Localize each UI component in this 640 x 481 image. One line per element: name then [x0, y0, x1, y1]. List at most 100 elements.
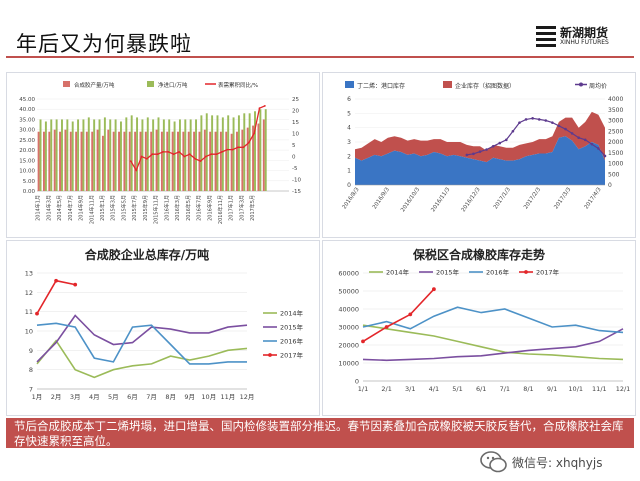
wechat-id: 微信号: xhqhyjs — [512, 456, 603, 470]
bar-production — [37, 131, 40, 191]
point-demand-yoy — [242, 146, 245, 149]
point-weekly-price — [478, 150, 482, 153]
bar-production — [193, 131, 196, 191]
point-demand-yoy — [221, 151, 223, 153]
point-weekly-price — [544, 119, 548, 122]
bar-net-import — [205, 113, 208, 191]
point-demand-yoy — [146, 157, 148, 160]
bar-production — [59, 131, 62, 191]
x-tick-label: 2014年9月 — [78, 195, 85, 221]
x-tick-label: 2014年3月 — [45, 195, 52, 221]
x-tick-label: 2017/3/3 — [553, 186, 572, 210]
x-tick-label: 10/1 — [568, 385, 583, 393]
bar-net-import — [227, 115, 230, 191]
bar-net-import — [39, 119, 42, 191]
point-weekly-price — [590, 142, 594, 146]
bar-production — [177, 131, 179, 191]
point-weekly-price — [505, 138, 508, 142]
x-tick-label: 2015年5月 — [120, 195, 127, 221]
bonded-inventory-chart: 保税区合成橡胶库存走势 60000 50000 40000 30000 20000 1000… — [338, 247, 630, 393]
y-tick-label-left: 5.00 — [23, 179, 36, 185]
point-series — [432, 287, 436, 292]
point-weekly-price — [564, 127, 567, 131]
bar-production — [171, 131, 174, 191]
summary-text: 节后合成胶成本丁二烯坍塌，进口增量、国内检修装置部分推迟。春节因素叠加合成橡胶被… — [14, 419, 624, 448]
bar-production — [134, 131, 137, 191]
y-tick-label-left: 35.00 — [19, 117, 35, 123]
bar-net-import — [93, 119, 96, 191]
point-demand-yoy — [258, 107, 261, 110]
point-demand-yoy — [135, 169, 138, 172]
x-tick-label: 7月 — [146, 393, 157, 401]
bar-production — [252, 125, 255, 191]
y-tick-label: 60000 — [338, 270, 359, 278]
bar-production — [160, 131, 163, 191]
bar-production — [43, 131, 45, 191]
legend-label: 企业库存（招图数据） — [455, 82, 515, 90]
legend-label: 2016年 — [280, 337, 304, 346]
point-demand-yoy — [247, 141, 250, 144]
point-weekly-price — [570, 132, 574, 135]
point-weekly-price — [472, 152, 475, 156]
bar-production — [123, 131, 126, 191]
legend-label: 表需累积同比/% — [218, 81, 258, 89]
legend-label: 丁二烯：港口库存 — [357, 82, 405, 90]
point-weekly-price — [537, 118, 541, 121]
bar-production — [150, 131, 153, 191]
bar-net-import — [243, 113, 246, 191]
y-tick-label-left: 1 — [347, 168, 351, 175]
y-tick-label: 12 — [25, 289, 33, 297]
y-tick-label: 10 — [25, 328, 33, 336]
x-tick-label: 2/1 — [381, 385, 391, 393]
bar-net-import — [248, 113, 251, 191]
point-weekly-price — [557, 124, 561, 128]
x-tick-label: 2014年1月 — [35, 195, 42, 221]
bar-production — [166, 131, 169, 191]
bar-net-import — [103, 117, 106, 191]
bar-net-import — [109, 119, 112, 191]
line-series — [36, 322, 247, 365]
point-demand-yoy — [183, 155, 186, 158]
wechat-icon — [480, 451, 507, 473]
y-tick-label-right: 10 — [292, 132, 299, 138]
bar-net-import — [254, 111, 256, 191]
x-tick-label: 6/1 — [476, 385, 486, 393]
y-tick-label-left: 2 — [347, 153, 351, 160]
x-tick-label: 3月 — [70, 393, 81, 401]
y-tick-label-left: 0.00 — [23, 189, 36, 195]
legend-marker — [524, 270, 528, 274]
chart-panel-production: 合成胶产量/万吨 净进口/万吨 表需累积同比/% 45.00 40.00 35.00 30.… — [6, 72, 320, 238]
logo-mark-icon — [536, 26, 556, 47]
point-series — [361, 339, 365, 344]
x-tick-label: 2015年3月 — [110, 195, 117, 221]
line-series — [36, 339, 248, 379]
x-tick-label: 4/1 — [429, 385, 439, 393]
x-tick-label: 3/1 — [405, 385, 415, 393]
x-tick-label: 2月 — [51, 393, 62, 401]
y-tick-label: 20000 — [338, 342, 359, 350]
point-weekly-price — [518, 121, 521, 124]
x-tick-label: 2014年5月 — [56, 195, 63, 221]
bar-net-import — [184, 119, 187, 191]
bar-net-import — [211, 115, 214, 191]
y-tick-label-right: -10 — [292, 178, 301, 184]
butadiene-chart: 丁二烯：港口库存 企业库存（招图数据） 周均价 6 5 4 3 2 1 0 4000 3500 3000… — [342, 81, 623, 213]
point-demand-yoy — [194, 157, 197, 160]
point-demand-yoy — [140, 155, 143, 158]
y-tick-label-left: 15.00 — [19, 158, 35, 164]
x-tick-label: 2014年7月 — [67, 195, 74, 221]
bar-production — [144, 131, 147, 191]
bar-net-import — [200, 115, 203, 191]
point-weekly-price — [524, 118, 528, 121]
chart-panel-bonded-inventory: 保税区合成橡胶库存走势 60000 50000 40000 30000 20000 1000… — [322, 240, 636, 416]
x-tick-label: 2017年5月 — [249, 195, 256, 221]
legend-swatch — [147, 81, 154, 87]
bar-net-import — [146, 117, 149, 191]
chart-panel-butadiene: 丁二烯：港口库存 企业库存（招图数据） 周均价 6 5 4 3 2 1 0 4000 3500 3000… — [322, 72, 636, 238]
bar-production — [75, 131, 78, 191]
legend-marker — [579, 82, 583, 87]
y-tick-label: 7 — [29, 386, 33, 394]
bar-production — [80, 131, 83, 191]
y-tick-label-right: 1000 — [608, 161, 623, 168]
x-tick-label: 7/1 — [500, 385, 510, 393]
